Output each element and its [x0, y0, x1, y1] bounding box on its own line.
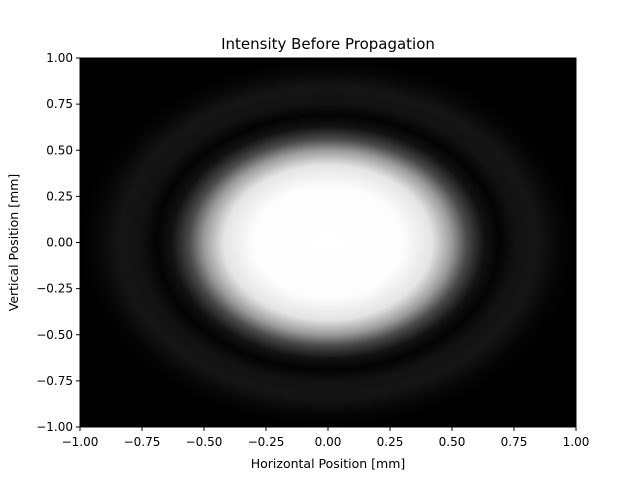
x-tick-label: 1.00	[563, 435, 590, 449]
y-tick-label: −1.00	[36, 420, 73, 434]
plot-area	[79, 57, 577, 428]
y-tick-label: −0.25	[36, 282, 73, 296]
y-axis: 1.00 0.75 0.50 0.25 0.00 −0.25 −0.50 −0.75 −1.00	[36, 51, 80, 434]
y-axis-label: Vertical Position [mm]	[6, 174, 21, 312]
chart-title: Intensity Before Propagation	[221, 35, 435, 53]
beam-intensity-spot	[80, 58, 576, 427]
x-tick-label: −1.00	[62, 435, 99, 449]
x-tick-label: −0.50	[186, 435, 223, 449]
y-tick-label: 0.25	[46, 189, 73, 203]
x-tick-label: 0.25	[377, 435, 404, 449]
y-tick-label: 1.00	[46, 51, 73, 65]
x-tick-label: 0.75	[501, 435, 528, 449]
y-tick-label: 0.00	[46, 236, 73, 250]
y-tick-label: 0.75	[46, 97, 73, 111]
x-tick-label: 0.00	[315, 435, 342, 449]
x-tick-label: −0.25	[248, 435, 285, 449]
y-tick-label: 0.50	[46, 143, 73, 157]
x-tick-label: −0.75	[124, 435, 161, 449]
y-tick-label: −0.75	[36, 374, 73, 388]
x-tick-label: 0.50	[439, 435, 466, 449]
x-axis-label: Horizontal Position [mm]	[251, 456, 406, 471]
y-tick-label: −0.50	[36, 328, 73, 342]
x-axis: −1.00 −0.75 −0.50 −0.25 0.00 0.25 0.50 0.75 1.00	[62, 427, 590, 449]
